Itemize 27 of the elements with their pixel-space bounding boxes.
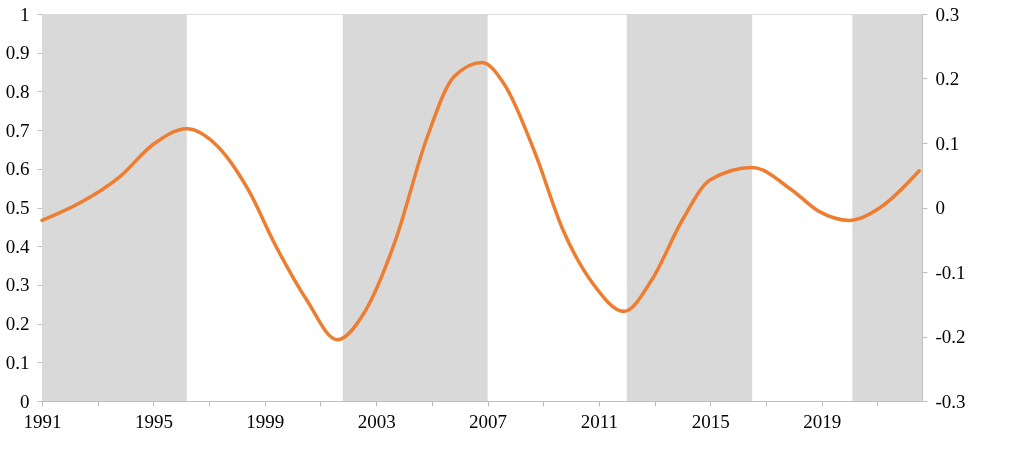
x-tick-label: 2011 — [580, 410, 619, 432]
x-tick-label: 2019 — [803, 410, 842, 432]
y-tick-label: 1 — [20, 3, 30, 25]
y2-tick-label: 0.1 — [935, 132, 960, 154]
y-tick-label: 0.7 — [5, 119, 30, 141]
y2-tick-label: 0.2 — [935, 68, 960, 89]
y2-tick-label: -0.2 — [935, 326, 966, 347]
y2-tick-label: -0.1 — [935, 261, 966, 283]
x-tick-label: 2003 — [357, 410, 396, 432]
y2-tick-label: -0.3 — [935, 390, 966, 412]
x-tick-label: 1999 — [246, 410, 285, 432]
y2-tick-label: 0.3 — [935, 3, 960, 25]
y-tick-label: 0 — [20, 390, 30, 412]
y-tick-label: 0.3 — [5, 274, 30, 296]
y-tick-label: 0.9 — [5, 42, 30, 64]
y-tick-label: 0.4 — [5, 235, 30, 257]
y-tick-label: 0.1 — [5, 351, 30, 373]
y-tick-label: 0.2 — [5, 313, 30, 335]
x-tick-label: 1991 — [23, 410, 62, 432]
y-tick-label: 0.8 — [5, 80, 30, 102]
line-series — [40, 60, 921, 342]
y-tick-label: 0.6 — [5, 158, 30, 180]
y-tick-label: 0.5 — [5, 197, 30, 218]
x-tick-label: 2015 — [691, 410, 730, 432]
y2-tick-label: 0 — [935, 197, 945, 218]
x-tick-label: 1995 — [134, 410, 173, 432]
x-tick-label: 2007 — [469, 410, 508, 432]
